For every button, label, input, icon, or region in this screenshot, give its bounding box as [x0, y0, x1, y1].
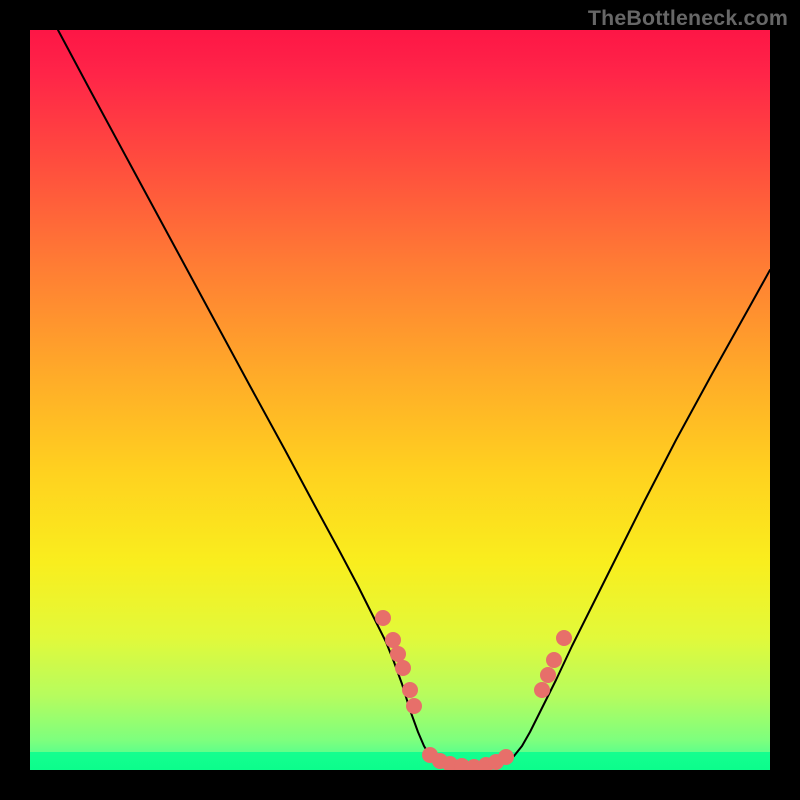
curve-dot — [406, 698, 422, 714]
chart-container: TheBottleneck.com — [0, 0, 800, 800]
curve-dot — [375, 610, 391, 626]
bottleneck-curve — [58, 30, 770, 769]
curve-dot — [385, 632, 401, 648]
curve-dot — [556, 630, 572, 646]
curve-dot — [546, 652, 562, 668]
curve-layer — [30, 30, 770, 770]
watermark-text: TheBottleneck.com — [588, 6, 788, 31]
curve-dot — [534, 682, 550, 698]
plot-area — [30, 30, 770, 770]
curve-dot — [395, 660, 411, 676]
curve-dot — [402, 682, 418, 698]
curve-dots — [375, 610, 572, 770]
curve-dot — [390, 646, 406, 662]
curve-dot — [498, 749, 514, 765]
curve-dot — [540, 667, 556, 683]
